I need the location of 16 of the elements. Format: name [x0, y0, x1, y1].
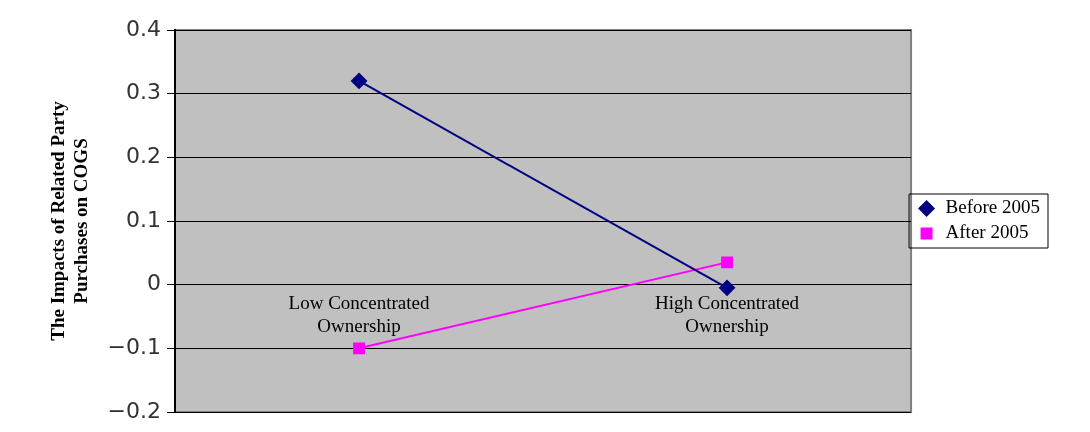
x-tick-label: Low Concentrated Ownership — [288, 292, 430, 336]
point — [353, 342, 365, 355]
legend-label: Before 2005 — [945, 196, 1041, 218]
y-tick-label: −0.2 — [107, 397, 162, 423]
legend-label: After 2005 — [945, 221, 1029, 243]
x-tick-label: High Concentrated Ownership — [655, 292, 800, 336]
point — [351, 72, 368, 89]
y-tick-label: 0.2 — [126, 143, 162, 169]
y-tick-label: 0.1 — [126, 206, 162, 232]
y-tick-label: 0 — [147, 270, 162, 296]
y-tick-label: −0.1 — [107, 334, 162, 360]
y-tick-label: 0.4 — [126, 15, 162, 41]
y-tick-label: 0.3 — [126, 79, 162, 105]
y-axis-title: The Impacts of Related Party Purchases on COGS — [47, 100, 92, 341]
point — [719, 279, 736, 296]
point — [721, 256, 733, 269]
